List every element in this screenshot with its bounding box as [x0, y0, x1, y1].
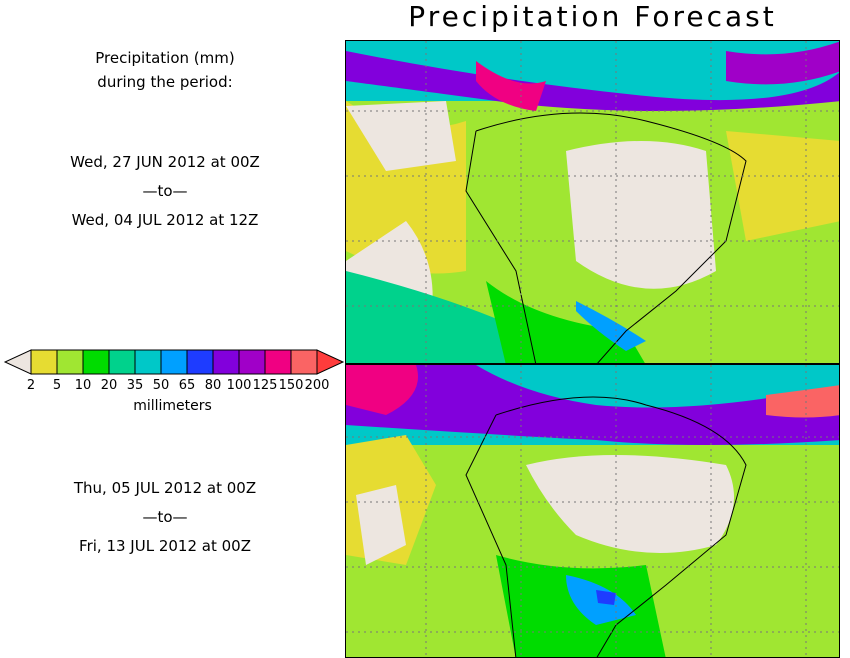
- colorbar-bin: [108, 349, 136, 375]
- map-period-1: [345, 40, 840, 364]
- heading-line: Precipitation (mm): [95, 49, 235, 67]
- colorbar-tick-label: 20: [100, 378, 118, 393]
- period-1-label: Wed, 27 JUN 2012 at 00Z —to— Wed, 04 JUL…: [0, 150, 330, 232]
- colorbar-tick-label: 100: [226, 378, 252, 393]
- period-end: Fri, 13 JUL 2012 at 00Z: [79, 537, 251, 555]
- period-start: Wed, 27 JUN 2012 at 00Z: [70, 153, 260, 171]
- colorbar-bin: [238, 349, 266, 375]
- colorbar-tick-label: 10: [74, 378, 92, 393]
- colorbar-bin: [82, 349, 110, 375]
- period-start: Thu, 05 JUL 2012 at 00Z: [73, 479, 257, 497]
- colorbar-bin: [134, 349, 162, 375]
- colorbar-bin: [290, 349, 318, 375]
- colorbar-bin: [264, 349, 292, 375]
- colorbar-above-arrow: [316, 349, 345, 375]
- colorbar-bin: [30, 349, 58, 375]
- period-sep: —to—: [142, 508, 188, 526]
- map-period-2: [345, 364, 840, 658]
- colorbar-tick-label: 2: [26, 378, 36, 393]
- colorbar-bin: [186, 349, 214, 375]
- colorbar-tick-label: 5: [52, 378, 62, 393]
- page-title: Precipitation Forecast: [408, 0, 777, 33]
- colorbar-bin: [56, 349, 84, 375]
- colorbar-unit: millimeters: [133, 398, 212, 414]
- legend-heading: Precipitation (mm) during the period:: [0, 46, 330, 94]
- heading-line: during the period:: [97, 73, 233, 91]
- colorbar-tick-label: 200: [304, 378, 330, 393]
- period-sep: —to—: [142, 182, 188, 200]
- colorbar-tick-label: 150: [278, 378, 304, 393]
- colorbar-tick-label: 35: [126, 378, 144, 393]
- colorbar-tick-label: 65: [178, 378, 196, 393]
- colorbar-tick-label: 125: [252, 378, 278, 393]
- period-2-label: Thu, 05 JUL 2012 at 00Z —to— Fri, 13 JUL…: [0, 476, 330, 558]
- colorbar-below-arrow: [3, 349, 32, 375]
- colorbar-tick-label: 50: [152, 378, 170, 393]
- colorbar-tick-label: 80: [204, 378, 222, 393]
- colorbar-bin: [212, 349, 240, 375]
- colorbar-bin: [160, 349, 188, 375]
- period-end: Wed, 04 JUL 2012 at 12Z: [71, 211, 259, 229]
- colorbar: [3, 349, 345, 375]
